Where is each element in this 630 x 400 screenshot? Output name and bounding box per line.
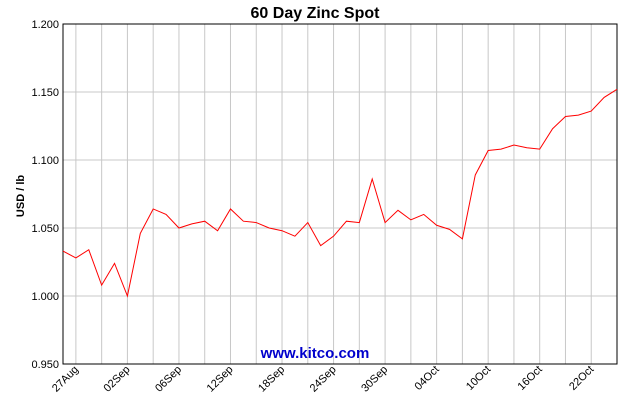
x-tick-label: 24Sep (308, 364, 339, 395)
x-tick-label: 30Sep (359, 364, 390, 395)
y-tick-label: 1.000 (31, 291, 59, 303)
x-tick-label: 16Oct (516, 364, 545, 393)
y-tick-label: 1.100 (31, 155, 59, 167)
x-tick-label: 04Oct (413, 364, 442, 393)
x-tick-label: 06Sep (153, 364, 184, 395)
x-axis-ticks: 27Aug 02Sep 06Sep 12Sep 18Sep 24Sep 30Sep 04Oct… (50, 364, 596, 395)
grid (63, 23, 617, 365)
x-tick-label: 12Sep (205, 364, 236, 395)
y-tick-label: 1.150 (31, 87, 59, 99)
zinc-price-line (62, 88, 618, 298)
chart-title: 60 Day Zinc Spot (251, 5, 381, 22)
y-axis-label: USD / lb (15, 175, 27, 217)
y-axis-ticks: 1.200 1.150 1.100 1.050 1.000 0.950 (31, 19, 59, 371)
series (62, 88, 618, 298)
x-tick-label: 02Sep (102, 364, 133, 395)
y-tick-label: 0.950 (31, 359, 59, 371)
watermark: www.kitco.com (260, 345, 370, 362)
plot-frame (62, 23, 618, 365)
x-tick-label: 10Oct (464, 364, 493, 393)
y-tick-label: 1.200 (31, 19, 59, 31)
x-tick-label: 22Oct (567, 364, 596, 393)
x-tick-label: 18Sep (256, 364, 287, 395)
y-tick-label: 1.050 (31, 223, 59, 235)
